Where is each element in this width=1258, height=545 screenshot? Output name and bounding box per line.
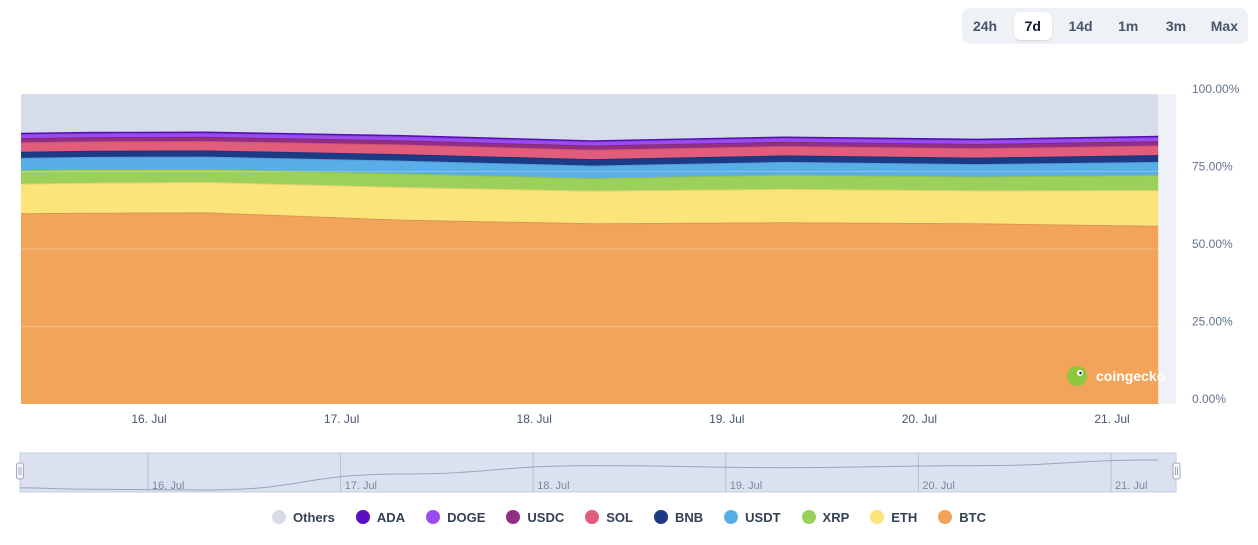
chart-legend: Others ADA DOGE USDC SOL BNB USDT XRP ETH BTC xyxy=(0,505,1258,529)
legend-label: XRP xyxy=(822,509,850,525)
legend-dot-btc xyxy=(938,510,953,524)
y-axis-ticks: 100.00% 75.00% 50.00% 25.00% 0.00% xyxy=(1192,82,1240,406)
legend-label: DOGE xyxy=(447,509,486,525)
legend-item-ada[interactable]: ADA xyxy=(355,509,406,525)
y-tick-label: 100.00% xyxy=(1192,82,1240,96)
time-range-selector: 24h 7d 14d 1m 3m Max xyxy=(962,8,1248,44)
x-tick-label: 18. Jul xyxy=(517,412,552,426)
range-24h-button[interactable]: 24h xyxy=(966,12,1004,40)
navigator-background[interactable] xyxy=(19,452,1177,493)
navigator-tick-label: 18. Jul xyxy=(537,480,569,492)
coingecko-watermark: coingecko xyxy=(1067,366,1165,386)
legend-label: ETH xyxy=(891,509,918,525)
legend-dot-xrp xyxy=(801,510,816,524)
x-tick-label: 16. Jul xyxy=(131,412,166,426)
legend-item-doge[interactable]: DOGE xyxy=(426,510,485,525)
navigator-tick-label: 21. Jul xyxy=(1115,480,1147,492)
area-doge[interactable] xyxy=(21,133,1159,146)
legend-dot-others xyxy=(272,510,287,524)
area-usdc[interactable] xyxy=(21,136,1159,150)
stacked-areas xyxy=(20,94,1176,404)
legend-dot-doge xyxy=(426,510,441,524)
legend-label: SOL xyxy=(606,509,633,525)
navigator-tick-label: 19. Jul xyxy=(730,480,762,492)
area-others[interactable] xyxy=(21,94,1159,141)
x-axis-ticks: 16. Jul 17. Jul 18. Jul 19. Jul 20. Jul 21. J… xyxy=(131,412,1129,426)
legend-label: Others xyxy=(293,509,335,525)
navigator-handle-right[interactable] xyxy=(1172,462,1181,480)
y-tick-label: 50.00% xyxy=(1192,237,1233,251)
x-tick-label: 17. Jul xyxy=(324,412,359,426)
y-tick-label: 75.00% xyxy=(1192,160,1233,174)
coingecko-logo-pupil xyxy=(1079,371,1082,375)
legend-dot-ada xyxy=(355,510,370,524)
range-14d-button[interactable]: 14d xyxy=(1062,12,1100,40)
area-eth[interactable] xyxy=(21,182,1159,226)
legend-item-others[interactable]: Others xyxy=(272,510,335,525)
legend-item-xrp[interactable]: XRP xyxy=(801,509,850,525)
navigator-tick-label: 16. Jul xyxy=(152,480,184,492)
legend-item-btc[interactable]: BTC xyxy=(938,510,986,525)
watermark-text: coingecko xyxy=(1096,368,1165,384)
y-tick-label: 0.00% xyxy=(1192,392,1226,406)
legend-item-bnb[interactable]: BNB xyxy=(653,509,704,525)
area-bnb[interactable] xyxy=(21,150,1159,166)
range-1m-button[interactable]: 1m xyxy=(1109,12,1147,40)
legend-dot-sol xyxy=(585,510,600,524)
legend-label: BTC xyxy=(959,509,986,525)
legend-label: BNB xyxy=(674,509,704,525)
navigator-tick-label: 17. Jul xyxy=(345,480,377,492)
legend-dot-usdt xyxy=(724,510,739,524)
navigator-tick-label: 20. Jul xyxy=(922,480,954,492)
area-btc[interactable] xyxy=(21,212,1159,404)
range-3m-button[interactable]: 3m xyxy=(1157,12,1195,40)
area-usdt[interactable] xyxy=(21,156,1159,178)
legend-dot-bnb xyxy=(653,510,668,524)
coingecko-logo-icon xyxy=(1067,366,1087,386)
legend-item-usdc[interactable]: USDC xyxy=(506,510,564,525)
chart-navigator: 16. Jul 17. Jul 18. Jul 19. Jul 20. Jul 21. J… xyxy=(16,452,1181,493)
x-tick-label: 20. Jul xyxy=(902,412,937,426)
legend-item-usdt[interactable]: USDT xyxy=(724,509,781,525)
y-tick-label: 25.00% xyxy=(1192,315,1233,329)
legend-label: ADA xyxy=(376,509,406,525)
x-tick-label: 19. Jul xyxy=(709,412,744,426)
legend-item-eth[interactable]: ETH xyxy=(870,510,917,525)
legend-item-sol[interactable]: SOL xyxy=(585,510,633,525)
legend-dot-eth xyxy=(870,510,885,524)
grid-lines xyxy=(21,93,1176,327)
x-tick-label: 21. Jul xyxy=(1094,412,1129,426)
legend-label: USDT xyxy=(745,509,781,525)
legend-label: USDC xyxy=(527,509,565,525)
navigator-handle-left[interactable] xyxy=(16,462,24,480)
navigator-series-line xyxy=(19,459,1159,491)
area-xrp[interactable] xyxy=(21,169,1159,191)
legend-dot-usdc xyxy=(506,510,521,524)
range-7d-button[interactable]: 7d xyxy=(1013,12,1052,40)
range-max-button[interactable]: Max xyxy=(1205,12,1244,40)
